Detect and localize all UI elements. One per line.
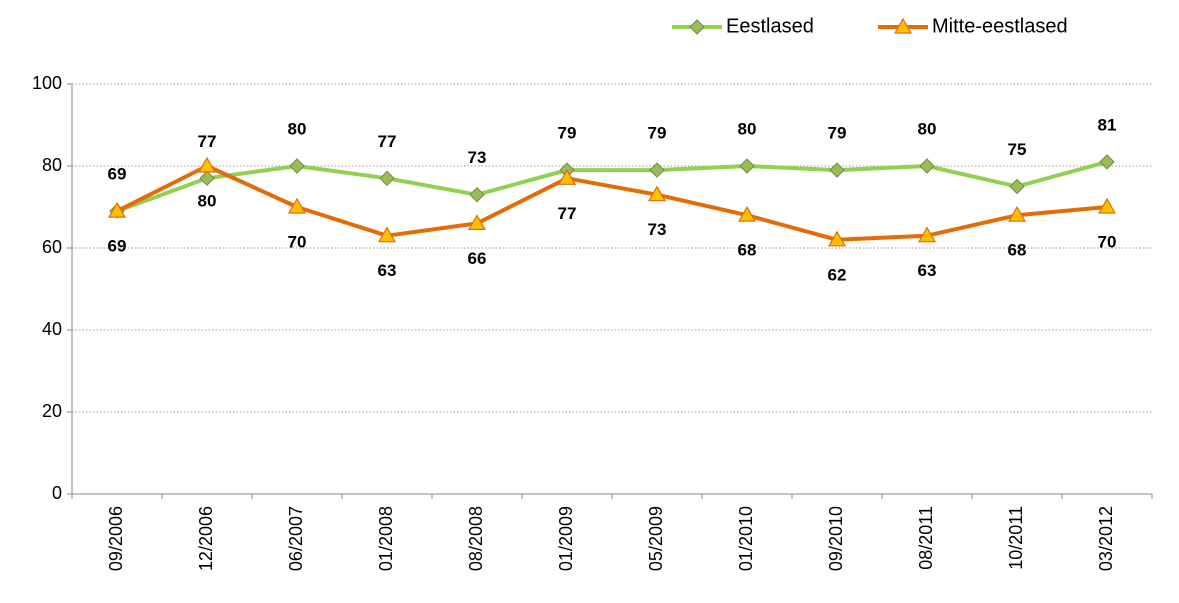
marker — [739, 158, 755, 174]
y-tick-label: 40 — [42, 319, 62, 339]
value-label: 77 — [378, 132, 397, 151]
x-tick-label: 08/2008 — [466, 506, 486, 571]
legend-label: Mitte-eestlased — [932, 15, 1068, 37]
value-label: 77 — [198, 132, 217, 151]
marker — [197, 156, 217, 173]
y-tick-label: 80 — [42, 155, 62, 175]
marker — [287, 197, 307, 214]
value-label: 63 — [378, 261, 397, 280]
value-label: 69 — [108, 237, 127, 256]
value-label: 80 — [288, 119, 307, 138]
value-label: 81 — [1098, 115, 1117, 134]
marker — [1099, 154, 1115, 170]
y-tick-label: 0 — [52, 483, 62, 503]
marker — [1097, 197, 1117, 214]
y-tick-label: 60 — [42, 237, 62, 257]
marker — [1007, 205, 1027, 222]
marker — [1009, 178, 1025, 195]
line — [116, 164, 1108, 242]
x-tick-label: 12/2006 — [196, 506, 216, 571]
value-label: 75 — [1008, 140, 1027, 159]
x-tick-label: 06/2007 — [286, 506, 306, 571]
x-tick-label: 09/2010 — [826, 506, 846, 571]
marker — [689, 19, 705, 35]
legend-label: Eestlased — [726, 15, 814, 37]
value-label: 70 — [288, 232, 307, 251]
x-tick-label: 01/2008 — [376, 506, 396, 571]
line — [116, 159, 1108, 213]
value-label: 80 — [918, 119, 937, 138]
value-label: 73 — [468, 148, 487, 167]
y-tick-label: 100 — [32, 73, 62, 93]
marker — [737, 205, 757, 222]
x-tick-label: 01/2010 — [736, 506, 756, 571]
marker — [647, 185, 667, 202]
marker — [107, 201, 127, 218]
value-label: 66 — [468, 249, 487, 268]
x-tick-label: 08/2011 — [916, 506, 936, 570]
value-label: 79 — [648, 124, 667, 143]
value-label: 70 — [1098, 232, 1117, 251]
marker — [199, 170, 215, 187]
value-label: 79 — [828, 124, 847, 143]
marker — [379, 170, 395, 187]
x-tick-label: 09/2006 — [106, 506, 126, 571]
y-tick-label: 20 — [42, 401, 62, 421]
x-tick-label: 03/2012 — [1096, 506, 1116, 571]
x-tick-label: 10/2011 — [1006, 506, 1026, 570]
value-label: 79 — [558, 124, 577, 143]
marker — [829, 162, 845, 178]
marker — [917, 226, 937, 243]
marker — [469, 186, 485, 203]
value-label: 77 — [558, 204, 577, 223]
marker — [893, 17, 913, 34]
value-label: 62 — [828, 265, 847, 284]
marker — [377, 226, 397, 243]
x-tick-label: 05/2009 — [646, 506, 666, 571]
marker — [649, 162, 665, 178]
value-label: 68 — [1008, 241, 1027, 260]
marker — [467, 214, 487, 230]
value-label: 68 — [738, 241, 757, 260]
marker — [557, 169, 577, 185]
x-tick-label: 01/2009 — [556, 506, 576, 571]
marker — [289, 158, 305, 174]
marker — [919, 158, 935, 174]
value-label: 73 — [648, 220, 667, 239]
value-label: 80 — [738, 119, 757, 138]
value-label: 80 — [198, 191, 217, 210]
value-label: 63 — [918, 261, 937, 280]
value-label: 69 — [108, 165, 127, 184]
marker — [827, 230, 847, 247]
